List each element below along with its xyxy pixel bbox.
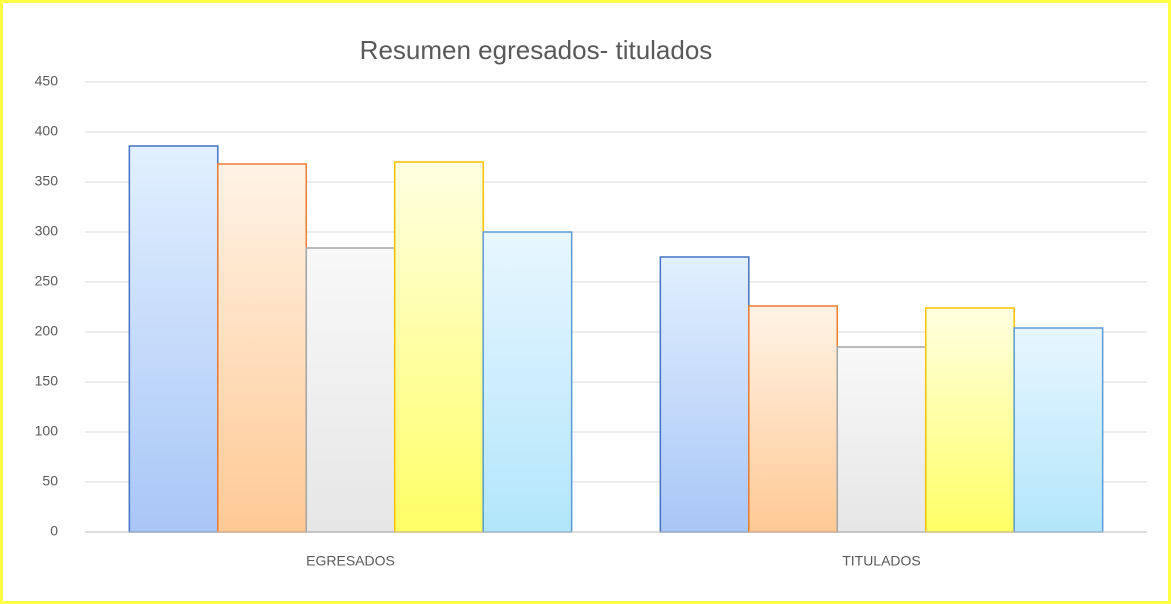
- y-tick-label: 200: [35, 323, 59, 339]
- bar: [748, 305, 839, 533]
- bar: [1013, 327, 1104, 533]
- y-tick-label: 150: [35, 373, 59, 389]
- bar: [659, 256, 750, 533]
- y-tick-label: 50: [42, 473, 58, 489]
- y-tick-label: 350: [35, 173, 59, 189]
- bar: [393, 161, 484, 533]
- bar: [924, 307, 1015, 533]
- bar: [128, 145, 219, 533]
- y-tick-label: 250: [35, 273, 59, 289]
- bar: [217, 163, 308, 533]
- bar: [305, 247, 396, 533]
- y-tick-label: 0: [50, 523, 58, 539]
- y-tick-label: 100: [35, 423, 59, 439]
- bar: [482, 231, 573, 533]
- x-tick-label: EGRESADOS: [306, 553, 395, 569]
- bar: [836, 346, 927, 533]
- chart-title: Resumen egresados- titulados: [360, 35, 713, 65]
- y-tick-label: 400: [35, 123, 59, 139]
- y-tick-label: 300: [35, 223, 59, 239]
- y-tick-label: 450: [35, 73, 59, 89]
- x-tick-label: TITULADOS: [842, 553, 921, 569]
